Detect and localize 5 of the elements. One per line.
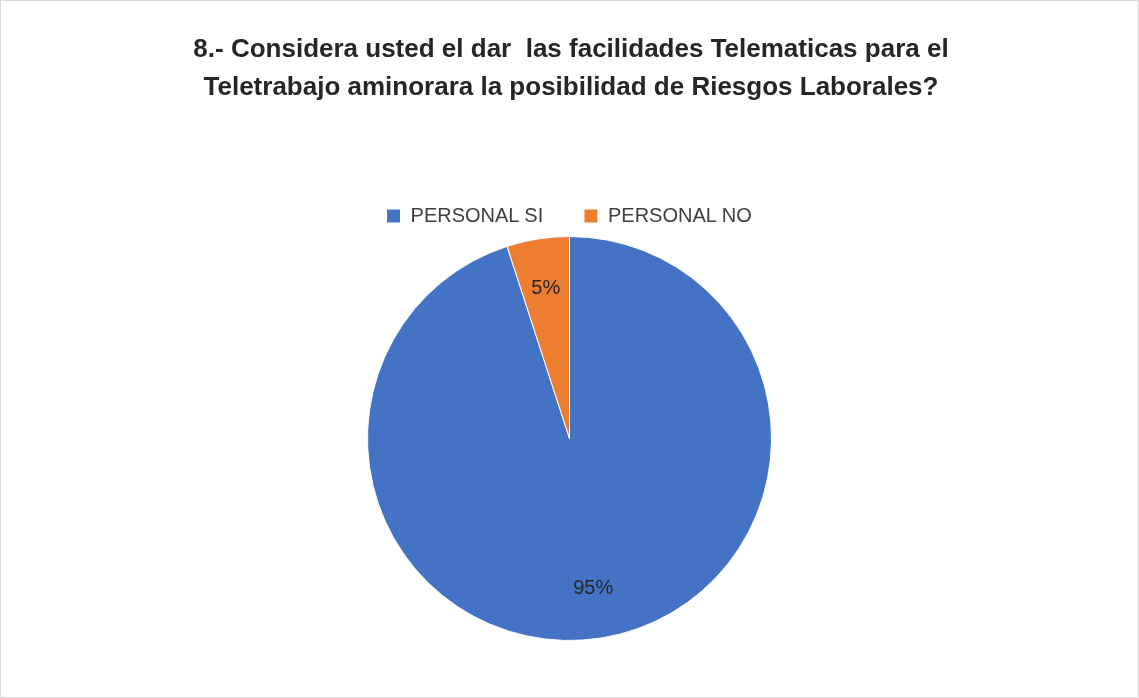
data-label: 95% — [573, 575, 614, 598]
legend-label: PERSONAL SI — [410, 203, 544, 226]
legend-label: PERSONAL NO — [607, 203, 752, 226]
chart-title: 8.- Considera usted el dar las facilidades Telematicas para el Teletrabajo aminorara la posibilidad de Riesgos Laborales? — [192, 32, 950, 103]
data-label: 5% — [531, 276, 561, 299]
